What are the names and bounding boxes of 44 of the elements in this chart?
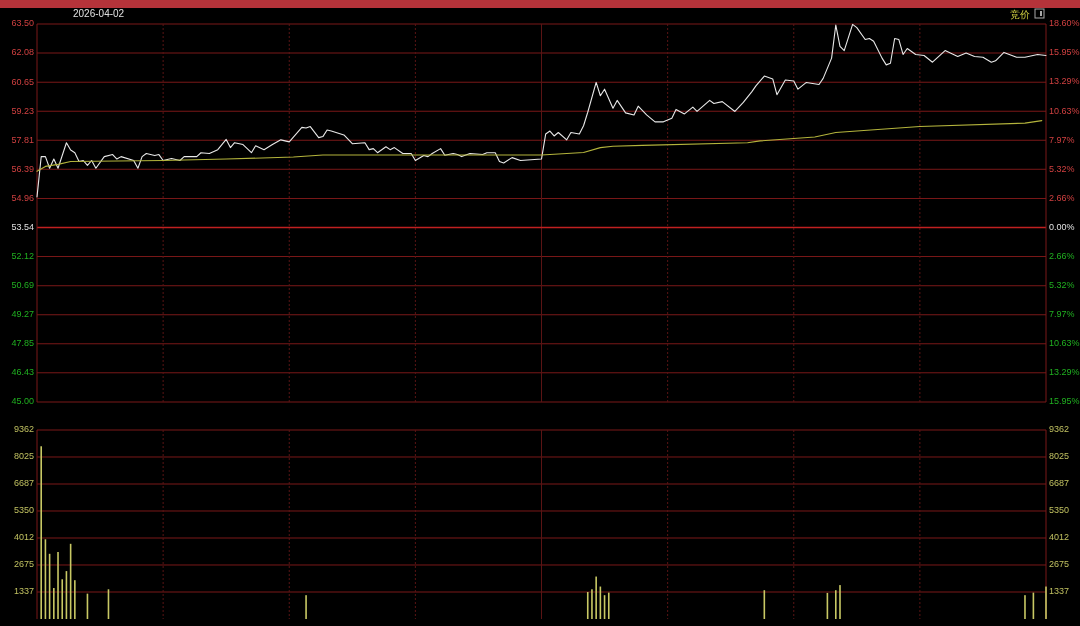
y2-tick-label: 5350 <box>1049 505 1070 516</box>
y-tick-label: 1337 <box>13 586 34 597</box>
y-tick-label: 50.69 <box>11 280 34 291</box>
y-tick-label: 60.65 <box>11 76 34 87</box>
y2-tick-label: 15.95% <box>1049 396 1080 407</box>
y2-tick-label: 13.29% <box>1049 367 1080 378</box>
y-tick-label: 9362 <box>13 424 34 435</box>
y2-tick-label: 5.32% <box>1049 280 1075 291</box>
y2-tick-label: 7.97% <box>1049 134 1075 145</box>
y2-tick-label: 1337 <box>1049 586 1070 597</box>
y2-tick-label: 2.66% <box>1049 192 1075 203</box>
y-tick-label: 62.08 <box>11 47 34 58</box>
y-tick-label: 4012 <box>13 532 34 543</box>
chart-title: 2026-04-02 <box>73 8 125 19</box>
y-tick-label: 5350 <box>13 505 34 516</box>
y-tick-label: 54.96 <box>11 192 34 203</box>
y2-tick-label: 2675 <box>1049 559 1070 570</box>
y-tick-label: 59.23 <box>11 105 34 116</box>
y-tick-label: 53.54 <box>11 221 34 232</box>
y2-tick-label: 4012 <box>1049 532 1070 543</box>
y2-tick-label: 6687 <box>1049 478 1070 489</box>
y2-tick-label: 5.32% <box>1049 163 1075 174</box>
y2-tick-label: 2.66% <box>1049 250 1075 261</box>
y-tick-label: 46.43 <box>11 367 34 378</box>
y2-tick-label: 10.63% <box>1049 338 1080 349</box>
y-tick-label: 52.12 <box>11 250 34 261</box>
y-tick-label: 8025 <box>13 451 34 462</box>
y2-tick-label: 18.60% <box>1049 18 1080 29</box>
y-tick-label: 57.81 <box>11 134 34 145</box>
y2-tick-label: 15.95% <box>1049 47 1080 58</box>
y-tick-label: 45.00 <box>11 396 34 407</box>
y2-tick-label: 9362 <box>1049 424 1070 435</box>
y-tick-label: 63.50 <box>11 18 34 29</box>
y-tick-label: 49.27 <box>11 309 34 320</box>
y-tick-label: 47.85 <box>11 338 34 349</box>
y2-tick-label: 7.97% <box>1049 309 1075 320</box>
y-tick-label: 6687 <box>13 478 34 489</box>
y-tick-label: 56.39 <box>11 163 34 174</box>
y2-tick-label: 13.29% <box>1049 76 1080 87</box>
text: 竞价 <box>1010 9 1030 20</box>
y2-tick-label: 0.00% <box>1049 221 1075 232</box>
y-tick-label: 2675 <box>13 559 34 570</box>
y2-tick-label: 8025 <box>1049 451 1070 462</box>
y2-tick-label: 10.63% <box>1049 105 1080 116</box>
